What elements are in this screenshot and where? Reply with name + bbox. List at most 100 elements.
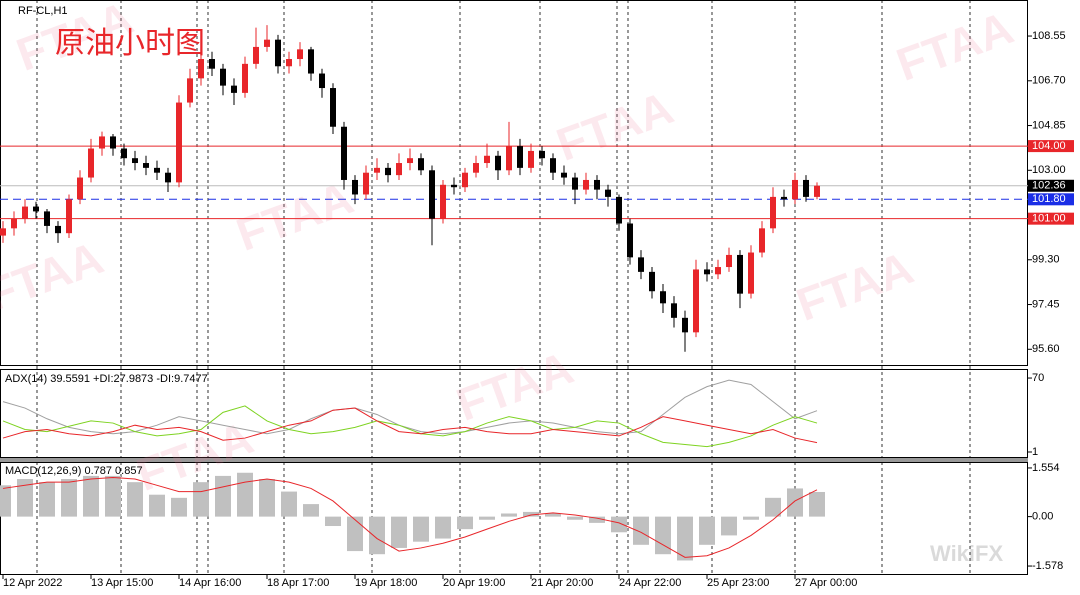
candle-body (649, 271, 655, 292)
macd-bar (0, 485, 11, 517)
macd-bar (699, 516, 715, 545)
candle-body (154, 167, 160, 173)
candle-body (165, 172, 171, 183)
candle-body (319, 73, 325, 89)
candle-body (693, 269, 699, 333)
candle-body (506, 146, 512, 171)
candle-body (660, 291, 666, 304)
macd-bar (325, 516, 341, 527)
candle-body (407, 158, 413, 164)
candle-body (143, 163, 149, 168)
indicator-line (2, 379, 818, 435)
candle-body (561, 172, 567, 178)
overlay-title: 原油小时图 (55, 27, 205, 60)
candle-body (770, 196, 776, 229)
macd-bar (435, 516, 451, 539)
candle-body (242, 63, 248, 93)
candle-body (759, 228, 765, 253)
candle-body (605, 189, 611, 197)
macd-bar (303, 504, 319, 517)
candle-body (220, 68, 226, 86)
watermark-wikifx: WikiFX (930, 541, 1003, 566)
candle-body (385, 167, 391, 176)
macd-bar (523, 511, 539, 517)
candle-body (715, 267, 721, 275)
candle-body (737, 254, 743, 294)
macd-bar (17, 479, 33, 517)
candle-body (440, 184, 446, 219)
candle-body (638, 257, 644, 272)
y-tick-label: 97.45 (1032, 298, 1060, 310)
x-tick-label: 14 Apr 16:00 (179, 577, 241, 589)
x-tick-label: 21 Apr 20:00 (531, 577, 593, 589)
macd-bar (567, 516, 583, 520)
candle-body (803, 179, 809, 197)
level-label: 101.80 (1032, 193, 1066, 205)
candle-body (297, 49, 303, 60)
macd-bar (721, 516, 737, 536)
macd-bar (611, 516, 627, 533)
y-tick-label: 104.85 (1032, 119, 1066, 131)
macd-bar (259, 479, 275, 517)
candle-body (495, 155, 501, 171)
candle-body (671, 303, 677, 318)
candle-body (209, 59, 215, 69)
macd-signal (2, 476, 818, 558)
macd-bar (589, 516, 605, 523)
macd-bar (413, 516, 429, 542)
candle-body (396, 163, 402, 176)
candle-body (374, 167, 380, 173)
macd-bar (809, 491, 825, 517)
candle-body (583, 179, 589, 190)
level-box (1028, 179, 1074, 192)
candle-body (616, 196, 622, 224)
x-tick-label: 25 Apr 23:00 (707, 577, 769, 589)
candle-body (748, 252, 754, 294)
macd-bar (83, 475, 99, 517)
candle-body (121, 148, 127, 159)
y-tick-label: 108.55 (1032, 30, 1066, 42)
y-tick-label: -1.578 (1032, 560, 1063, 572)
macd-bar (545, 513, 561, 517)
macd-bar (501, 513, 517, 517)
macd-bar (391, 516, 407, 548)
y-tick-label: 103.00 (1032, 164, 1066, 176)
candle-body (473, 163, 479, 173)
macd-bar (39, 482, 55, 517)
candle-body (539, 150, 545, 159)
macd-bar (743, 516, 759, 520)
macd-bar (127, 482, 143, 517)
frames (0, 0, 1028, 575)
x-tick-label: 18 Apr 17:00 (267, 577, 329, 589)
candle-body (451, 184, 457, 188)
x-tick-label: 24 Apr 22:00 (619, 577, 681, 589)
candle-body (517, 146, 523, 168)
candle-body (198, 59, 204, 79)
candle-body (286, 59, 292, 67)
y-tick-label: 70 (1032, 372, 1044, 384)
macd-bar (347, 516, 363, 552)
candle-body (363, 172, 369, 195)
candle-body (550, 158, 556, 173)
candle-body (132, 158, 138, 164)
indicator-line (2, 405, 818, 448)
x-tick-label: 13 Apr 15:00 (91, 577, 153, 589)
candle-body (264, 39, 270, 47)
candle-body (352, 179, 358, 195)
candle-body (814, 185, 820, 197)
candle-body (308, 49, 314, 74)
candle-body (429, 170, 435, 219)
candle-body (0, 228, 6, 236)
adx-title: ADX(14) 39.5591 +DI:27.9873 -DI:9.7477 (5, 373, 208, 385)
panel-separator (0, 458, 1028, 462)
macd-bar (105, 475, 121, 517)
candle-body (572, 177, 578, 190)
macd-bar (281, 491, 297, 517)
candle-body (330, 88, 336, 127)
candle-body (231, 85, 237, 93)
x-tick-label: 19 Apr 18:00 (355, 577, 417, 589)
candle-body (110, 136, 116, 149)
macd-bar (655, 516, 671, 555)
x-tick-label: 27 Apr 00:00 (795, 577, 857, 589)
